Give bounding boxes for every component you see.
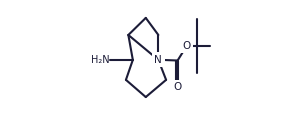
Text: N: N [155,55,162,65]
Text: H₂N: H₂N [91,55,109,65]
Text: O: O [173,82,182,92]
Text: O: O [183,41,191,51]
